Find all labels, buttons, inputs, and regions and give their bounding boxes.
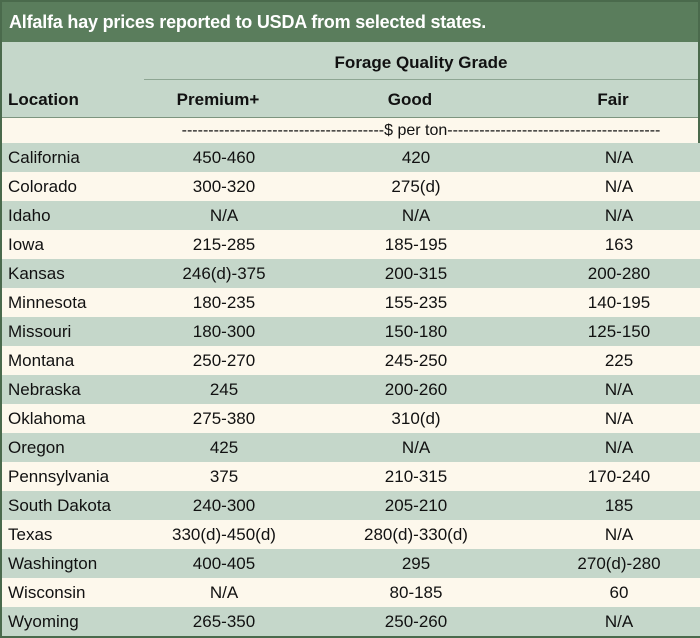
good-price-cell: 420 — [298, 143, 534, 172]
good-price-cell: 310(d) — [298, 404, 534, 433]
location-cell: Minnesota — [2, 288, 150, 317]
table-row: Missouri 180-300 150-180 125-150 — [2, 317, 700, 346]
fair-price-cell: 185 — [534, 491, 700, 520]
fair-price-cell: N/A — [534, 143, 700, 172]
location-cell: Wyoming — [2, 607, 150, 636]
table-row: Idaho N/A N/A N/A — [2, 201, 700, 230]
forage-quality-grade-header: Forage Quality Grade — [334, 53, 508, 72]
fair-price-cell: N/A — [534, 433, 700, 462]
premium-price-cell: 265-350 — [150, 607, 298, 636]
fair-price-cell: 125-150 — [534, 317, 700, 346]
good-price-cell: 210-315 — [298, 462, 534, 491]
location-cell: Idaho — [2, 201, 150, 230]
fair-price-cell: 170-240 — [534, 462, 700, 491]
location-cell: Texas — [2, 520, 150, 549]
table-row: South Dakota 240-300 205-210 185 — [2, 491, 700, 520]
fair-price-cell: N/A — [534, 201, 700, 230]
fair-price-cell: 163 — [534, 230, 700, 259]
good-price-cell: 295 — [298, 549, 534, 578]
fair-price-cell: 200-280 — [534, 259, 700, 288]
location-cell: Pennsylvania — [2, 462, 150, 491]
good-price-cell: 150-180 — [298, 317, 534, 346]
price-table: California 450-460 420 N/A Colorado 300-320 27… — [2, 143, 700, 636]
good-price-cell: 200-315 — [298, 259, 534, 288]
fair-price-cell: N/A — [534, 172, 700, 201]
location-cell: Washington — [2, 549, 150, 578]
table-row: Minnesota 180-235 155-235 140-195 — [2, 288, 700, 317]
table-row: Colorado 300-320 275(d) N/A — [2, 172, 700, 201]
good-price-cell: 155-235 — [298, 288, 534, 317]
fair-price-cell: 270(d)-280 — [534, 549, 700, 578]
header-divider — [144, 79, 698, 80]
location-cell: Oklahoma — [2, 404, 150, 433]
premium-price-cell: 250-270 — [150, 346, 298, 375]
fair-price-cell: 140-195 — [534, 288, 700, 317]
location-cell: Colorado — [2, 172, 150, 201]
fair-price-cell: 60 — [534, 578, 700, 607]
fair-column-header: Fair — [597, 90, 629, 109]
table-row: Washington 400-405 295 270(d)-280 — [2, 549, 700, 578]
location-cell: Kansas — [2, 259, 150, 288]
premium-price-cell: 375 — [150, 462, 298, 491]
location-header: Location — [8, 90, 79, 109]
premium-price-cell: 240-300 — [150, 491, 298, 520]
table-row: Kansas 246(d)-375 200-315 200-280 — [2, 259, 700, 288]
table-header: Forage Quality Grade Location Premium+ G… — [2, 42, 698, 117]
location-cell: Nebraska — [2, 375, 150, 404]
location-cell: South Dakota — [2, 491, 150, 520]
fair-price-cell: N/A — [534, 607, 700, 636]
location-cell: Oregon — [2, 433, 150, 462]
premium-column-header: Premium+ — [176, 90, 260, 109]
table-row: Wyoming 265-350 250-260 N/A — [2, 607, 700, 636]
premium-price-cell: 246(d)-375 — [150, 259, 298, 288]
premium-price-cell: N/A — [150, 201, 298, 230]
unit-row: --------------------------------------$ … — [2, 117, 698, 143]
table-row: Texas 330(d)-450(d) 280(d)-330(d) N/A — [2, 520, 700, 549]
location-cell: Wisconsin — [2, 578, 150, 607]
premium-price-cell: 300-320 — [150, 172, 298, 201]
good-price-cell: N/A — [298, 433, 534, 462]
premium-price-cell: 180-235 — [150, 288, 298, 317]
good-price-cell: 250-260 — [298, 607, 534, 636]
premium-price-cell: 275-380 — [150, 404, 298, 433]
fair-price-cell: 225 — [534, 346, 700, 375]
location-cell: Montana — [2, 346, 150, 375]
premium-price-cell: 450-460 — [150, 143, 298, 172]
premium-price-cell: 215-285 — [150, 230, 298, 259]
premium-price-cell: 330(d)-450(d) — [150, 520, 298, 549]
good-price-cell: 200-260 — [298, 375, 534, 404]
location-cell: Missouri — [2, 317, 150, 346]
table-row: Oklahoma 275-380 310(d) N/A — [2, 404, 700, 433]
table-row: Oregon 425 N/A N/A — [2, 433, 700, 462]
table-row: Pennsylvania 375 210-315 170-240 — [2, 462, 700, 491]
good-price-cell: 275(d) — [298, 172, 534, 201]
table-row: Iowa 215-285 185-195 163 — [2, 230, 700, 259]
premium-price-cell: 245 — [150, 375, 298, 404]
good-column-header: Good — [387, 90, 433, 109]
good-price-cell: 205-210 — [298, 491, 534, 520]
location-cell: Iowa — [2, 230, 150, 259]
fair-price-cell: N/A — [534, 375, 700, 404]
premium-price-cell: 180-300 — [150, 317, 298, 346]
good-price-cell: 280(d)-330(d) — [298, 520, 534, 549]
good-price-cell: N/A — [298, 201, 534, 230]
good-price-cell: 80-185 — [298, 578, 534, 607]
fair-price-cell: N/A — [534, 404, 700, 433]
premium-price-cell: N/A — [150, 578, 298, 607]
table-row: Nebraska 245 200-260 N/A — [2, 375, 700, 404]
good-price-cell: 185-195 — [298, 230, 534, 259]
location-cell: California — [2, 143, 150, 172]
good-price-cell: 245-250 — [298, 346, 534, 375]
table-body: California 450-460 420 N/A Colorado 300-320 27… — [2, 143, 700, 636]
unit-label: --------------------------------------$ … — [181, 122, 661, 139]
table-row: California 450-460 420 N/A — [2, 143, 700, 172]
table-row: Wisconsin N/A 80-185 60 — [2, 578, 700, 607]
table-title: Alfalfa hay prices reported to USDA from… — [2, 2, 698, 42]
premium-price-cell: 425 — [150, 433, 298, 462]
fair-price-cell: N/A — [534, 520, 700, 549]
premium-price-cell: 400-405 — [150, 549, 298, 578]
table-row: Montana 250-270 245-250 225 — [2, 346, 700, 375]
